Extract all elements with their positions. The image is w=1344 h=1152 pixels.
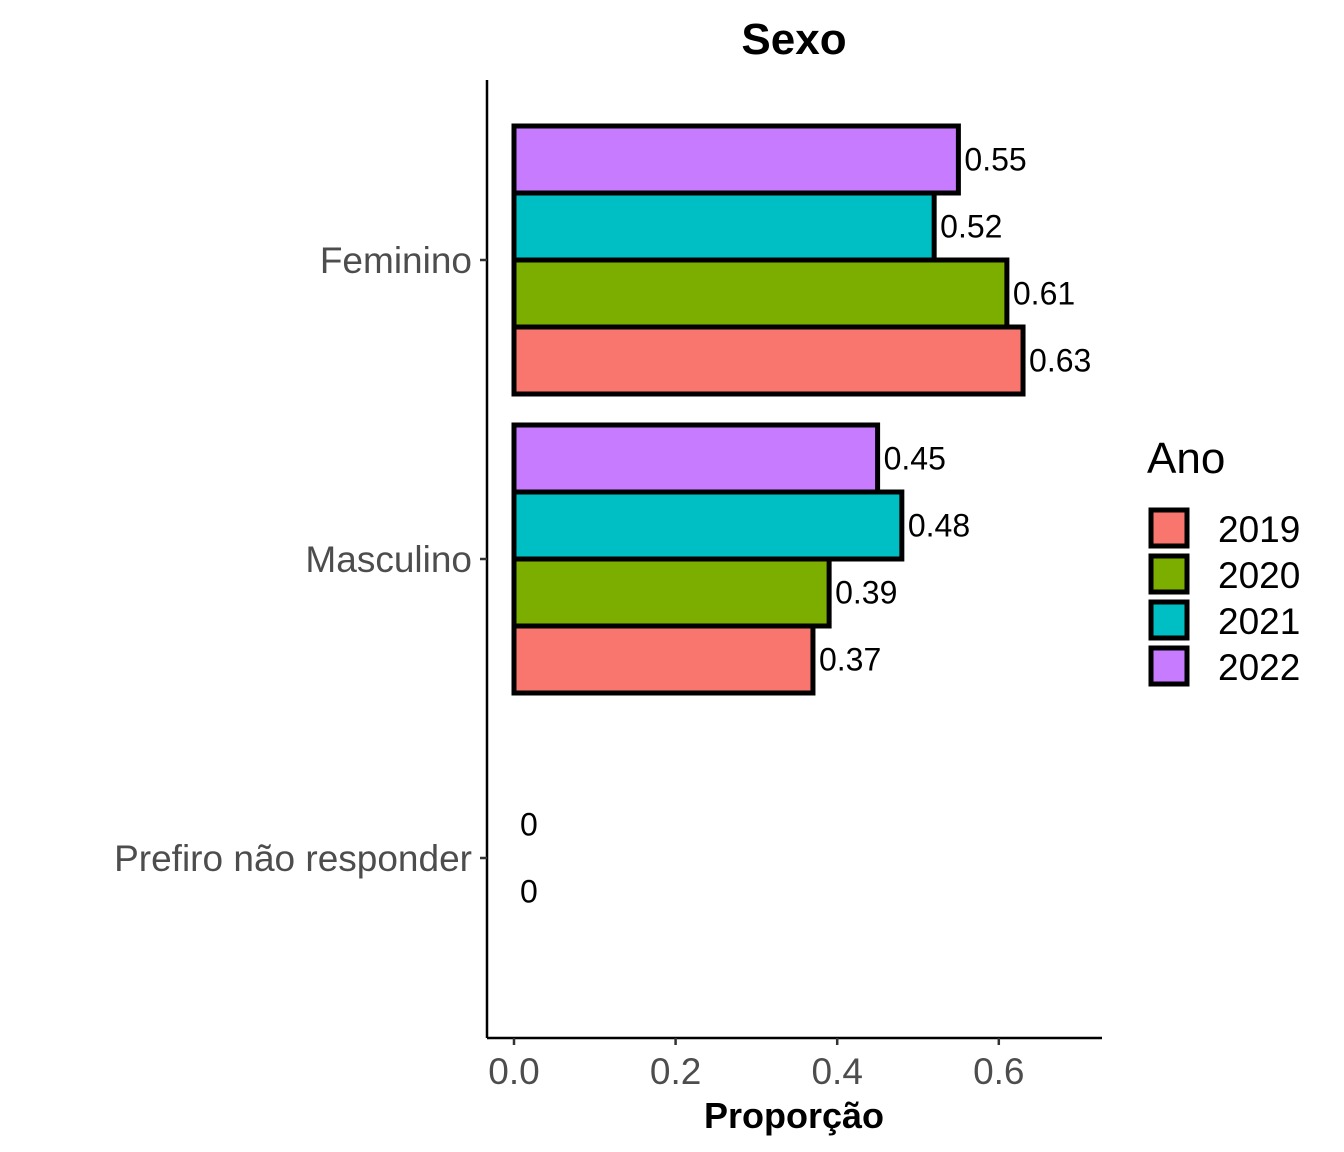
x-axis-label: Proporção (704, 1095, 884, 1136)
y-tick-label: Masculino (305, 539, 472, 580)
bar-2019-masculino (511, 623, 816, 696)
bar-2021-feminino (511, 190, 937, 263)
value-label-2021-2: 0 (520, 807, 538, 843)
bar-2022-masculino (511, 422, 881, 495)
value-label-2021-0: 0.52 (940, 209, 1002, 245)
bar-2020-feminino (511, 257, 1010, 330)
value-label-2022-1: 0.45 (884, 441, 946, 477)
value-label-2019-0: 0.63 (1029, 343, 1091, 379)
y-tick-label: Feminino (320, 240, 472, 281)
legend-key-2020 (1148, 553, 1190, 595)
value-label-2022-0: 0.55 (964, 142, 1026, 178)
legend-label-2020: 2020 (1218, 555, 1300, 596)
y-tick-label: Prefiro não responder (114, 838, 472, 879)
x-tick-label: 0.4 (811, 1051, 862, 1092)
value-label-2021-1: 0.48 (908, 508, 970, 544)
x-tick-label: 0.0 (488, 1051, 539, 1092)
bar-2021-masculino (511, 489, 905, 562)
x-tick-label: 0.2 (650, 1051, 701, 1092)
bar-2022-feminino (511, 123, 961, 196)
bars-layer (511, 123, 1026, 696)
legend-label-2022: 2022 (1218, 647, 1300, 688)
y-axis-ticks: Feminino Masculino Prefiro não responder (114, 240, 487, 879)
x-tick-label: 0.6 (973, 1051, 1024, 1092)
value-label-2020-1: 0.39 (835, 575, 897, 611)
legend-label-2019: 2019 (1218, 509, 1300, 550)
bar-2019-feminino (511, 324, 1026, 397)
legend-key-2022 (1148, 645, 1190, 687)
value-label-2020-2: 0 (520, 874, 538, 910)
value-labels-layer: 0.63 0.37 0.61 0.39 0 0.52 0.48 0 0.55 0.45 (520, 142, 1091, 910)
legend-key-2021 (1148, 599, 1190, 641)
x-axis-ticks: 0.0 0.2 0.4 0.6 (488, 1038, 1025, 1092)
legend-title: Ano (1147, 434, 1225, 483)
chart-title: Sexo (741, 15, 846, 64)
value-label-2020-0: 0.61 (1013, 276, 1075, 312)
legend-key-2019 (1148, 507, 1190, 549)
legend-label-2021: 2021 (1218, 601, 1300, 642)
value-label-2019-1: 0.37 (819, 642, 881, 678)
legend: Ano 2019 2020 2021 2022 (1147, 434, 1300, 688)
bar-2020-masculino (511, 556, 832, 629)
